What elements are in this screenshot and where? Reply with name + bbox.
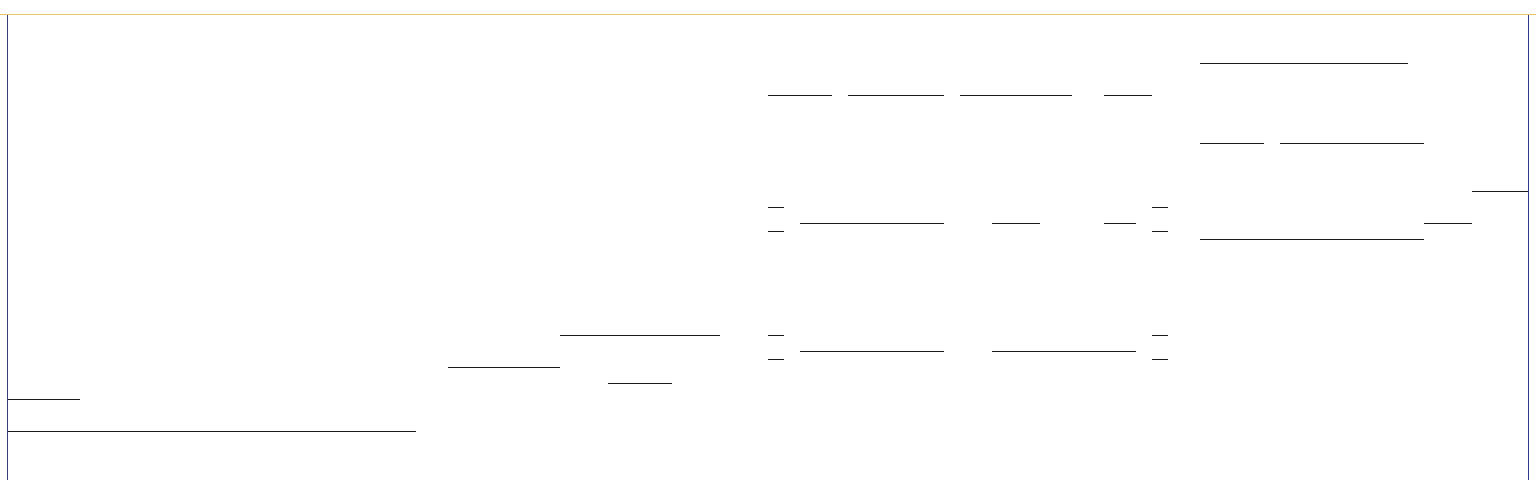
rule-col3-r2-c bbox=[1104, 223, 1136, 224]
tick-right-4 bbox=[1152, 359, 1168, 360]
rule-col3-r2-a bbox=[800, 223, 944, 224]
rule-col3-r1-b bbox=[848, 95, 944, 96]
top-bar bbox=[0, 0, 1536, 15]
left-edge bbox=[7, 15, 8, 480]
rule-col3-r3-a bbox=[800, 351, 944, 352]
rule-col4-r3-a bbox=[1424, 223, 1472, 224]
tick-left-4 bbox=[768, 359, 784, 360]
tick-left-3 bbox=[768, 335, 784, 336]
rule-col3-r1-d bbox=[1104, 95, 1152, 96]
rule-col4-r2-b bbox=[1280, 143, 1424, 144]
rule-col4-r2-a bbox=[1200, 143, 1264, 144]
rule-mid-1 bbox=[560, 335, 720, 336]
rule-col3-r2-b bbox=[992, 223, 1040, 224]
tick-right-1 bbox=[1152, 207, 1168, 208]
rule-col4-r3-b bbox=[1200, 239, 1424, 240]
right-edge bbox=[1528, 15, 1529, 480]
rule-mid-3 bbox=[608, 383, 672, 384]
tick-left-1 bbox=[768, 207, 784, 208]
rule-left-2 bbox=[8, 431, 416, 432]
rule-col3-r1-c bbox=[960, 95, 1072, 96]
rule-col4-top bbox=[1200, 63, 1408, 64]
tick-right-3 bbox=[1152, 335, 1168, 336]
rule-left-1 bbox=[8, 399, 80, 400]
rule-mid-2 bbox=[448, 367, 560, 368]
rule-col3-r1-a bbox=[768, 95, 832, 96]
rule-col3-r3-b bbox=[992, 351, 1136, 352]
tick-left-2 bbox=[768, 231, 784, 232]
rule-right-short bbox=[1472, 191, 1528, 192]
tick-right-2 bbox=[1152, 231, 1168, 232]
